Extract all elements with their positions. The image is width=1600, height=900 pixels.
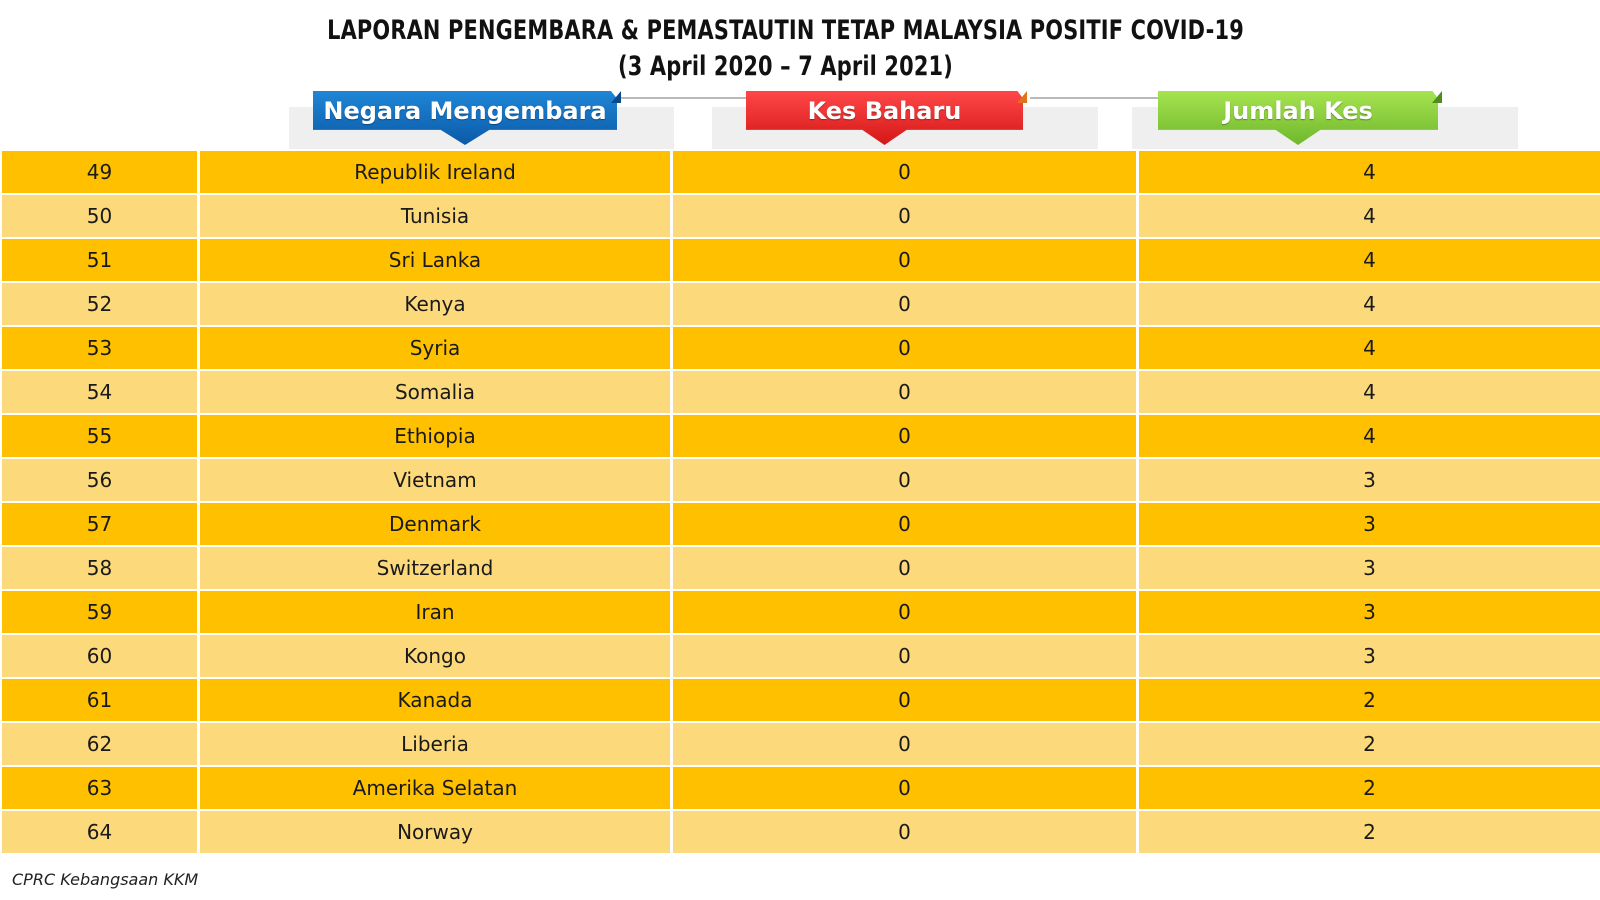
table-row: 61 Kanada 0 2 bbox=[0, 679, 1600, 723]
total-cases-value: 4 bbox=[1139, 195, 1600, 237]
total-cases-value: 3 bbox=[1139, 547, 1600, 589]
header-country-label: Negara Mengembara bbox=[323, 96, 607, 125]
table-row: 60 Kongo 0 3 bbox=[0, 635, 1600, 679]
table-row: 59 Iran 0 3 bbox=[0, 591, 1600, 635]
table-row: 55 Ethiopia 0 4 bbox=[0, 415, 1600, 459]
header-fold-blue bbox=[611, 91, 621, 103]
row-number: 59 bbox=[2, 591, 197, 633]
total-cases-value: 3 bbox=[1139, 635, 1600, 677]
new-cases-value: 0 bbox=[673, 371, 1136, 413]
new-cases-value: 0 bbox=[673, 767, 1136, 809]
total-cases-value: 2 bbox=[1139, 723, 1600, 765]
table-row: 57 Denmark 0 3 bbox=[0, 503, 1600, 547]
country-name: Denmark bbox=[200, 503, 670, 545]
country-name: Somalia bbox=[200, 371, 670, 413]
new-cases-value: 0 bbox=[673, 547, 1136, 589]
new-cases-value: 0 bbox=[673, 503, 1136, 545]
header-fold-green bbox=[1432, 91, 1442, 103]
total-cases-value: 4 bbox=[1139, 415, 1600, 457]
table-row: 52 Kenya 0 4 bbox=[0, 283, 1600, 327]
cases-table: 49 Republik Ireland 0 4 50 Tunisia 0 4 51 Sri Lan… bbox=[0, 151, 1600, 855]
new-cases-value: 0 bbox=[673, 635, 1136, 677]
table-row: 51 Sri Lanka 0 4 bbox=[0, 239, 1600, 283]
row-number: 49 bbox=[2, 151, 197, 193]
total-cases-value: 3 bbox=[1139, 591, 1600, 633]
row-number: 58 bbox=[2, 547, 197, 589]
table-row: 56 Vietnam 0 3 bbox=[0, 459, 1600, 503]
country-name: Kenya bbox=[200, 283, 670, 325]
country-name: Republik Ireland bbox=[200, 151, 670, 193]
row-number: 57 bbox=[2, 503, 197, 545]
total-cases-value: 4 bbox=[1139, 283, 1600, 325]
table-row: 50 Tunisia 0 4 bbox=[0, 195, 1600, 239]
table-row: 49 Republik Ireland 0 4 bbox=[0, 151, 1600, 195]
row-number: 56 bbox=[2, 459, 197, 501]
row-number: 64 bbox=[2, 811, 197, 853]
total-cases-value: 2 bbox=[1139, 811, 1600, 853]
row-number: 54 bbox=[2, 371, 197, 413]
country-name: Kongo bbox=[200, 635, 670, 677]
row-number: 51 bbox=[2, 239, 197, 281]
new-cases-value: 0 bbox=[673, 591, 1136, 633]
total-cases-value: 3 bbox=[1139, 503, 1600, 545]
source-footer: CPRC Kebangsaan KKM bbox=[12, 870, 199, 889]
total-cases-value: 4 bbox=[1139, 151, 1600, 193]
country-name: Amerika Selatan bbox=[200, 767, 670, 809]
row-number: 60 bbox=[2, 635, 197, 677]
total-cases-value: 4 bbox=[1139, 327, 1600, 369]
total-cases-value: 4 bbox=[1139, 371, 1600, 413]
row-number: 53 bbox=[2, 327, 197, 369]
new-cases-value: 0 bbox=[673, 195, 1136, 237]
row-number: 62 bbox=[2, 723, 197, 765]
header-new-cases-label: Kes Baharu bbox=[807, 96, 962, 125]
table-row: 64 Norway 0 2 bbox=[0, 811, 1600, 855]
new-cases-value: 0 bbox=[673, 283, 1136, 325]
country-name: Norway bbox=[200, 811, 670, 853]
table-row: 53 Syria 0 4 bbox=[0, 327, 1600, 371]
country-name: Ethiopia bbox=[200, 415, 670, 457]
country-name: Vietnam bbox=[200, 459, 670, 501]
total-cases-value: 3 bbox=[1139, 459, 1600, 501]
country-name: Tunisia bbox=[200, 195, 670, 237]
row-number: 55 bbox=[2, 415, 197, 457]
total-cases-value: 2 bbox=[1139, 767, 1600, 809]
table-row: 58 Switzerland 0 3 bbox=[0, 547, 1600, 591]
new-cases-value: 0 bbox=[673, 239, 1136, 281]
header-total-cases-label: Jumlah Kes bbox=[1223, 96, 1373, 125]
page-title: LAPORAN PENGEMBARA & PEMASTAUTIN TETAP M… bbox=[327, 15, 1244, 46]
country-name: Liberia bbox=[200, 723, 670, 765]
new-cases-value: 0 bbox=[673, 327, 1136, 369]
country-name: Switzerland bbox=[200, 547, 670, 589]
table-row: 63 Amerika Selatan 0 2 bbox=[0, 767, 1600, 811]
row-number: 63 bbox=[2, 767, 197, 809]
new-cases-value: 0 bbox=[673, 151, 1136, 193]
table-row: 54 Somalia 0 4 bbox=[0, 371, 1600, 415]
header-fold-red bbox=[1017, 91, 1027, 103]
country-name: Iran bbox=[200, 591, 670, 633]
country-name: Sri Lanka bbox=[200, 239, 670, 281]
total-cases-value: 2 bbox=[1139, 679, 1600, 721]
row-number: 61 bbox=[2, 679, 197, 721]
new-cases-value: 0 bbox=[673, 723, 1136, 765]
total-cases-value: 4 bbox=[1139, 239, 1600, 281]
header-connector-line bbox=[1030, 97, 1158, 99]
row-number: 50 bbox=[2, 195, 197, 237]
new-cases-value: 0 bbox=[673, 811, 1136, 853]
header-connector-line bbox=[620, 97, 746, 99]
new-cases-value: 0 bbox=[673, 459, 1136, 501]
table-row: 62 Liberia 0 2 bbox=[0, 723, 1600, 767]
date-range-subtitle: (3 April 2020 – 7 April 2021) bbox=[618, 51, 953, 82]
new-cases-value: 0 bbox=[673, 415, 1136, 457]
new-cases-value: 0 bbox=[673, 679, 1136, 721]
country-name: Syria bbox=[200, 327, 670, 369]
row-number: 52 bbox=[2, 283, 197, 325]
country-name: Kanada bbox=[200, 679, 670, 721]
